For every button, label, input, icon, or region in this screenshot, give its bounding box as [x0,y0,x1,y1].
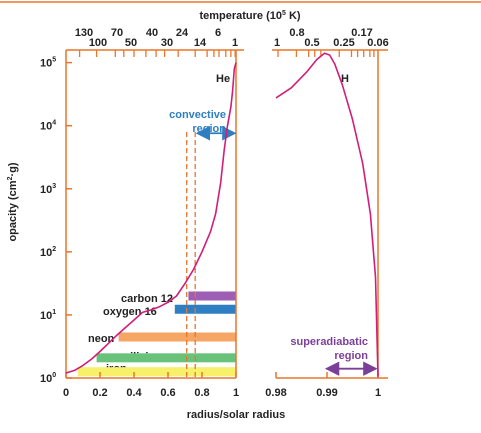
top-tick-label-right-lower-1: 0.5 [304,37,319,49]
top-tick-label-lower-1: 50 [125,37,137,49]
y-tick-label-3: 103 [40,183,56,196]
element-label-oxygen: oxygen 16 [103,306,157,318]
top-axis-title: temperature (105 K) [199,10,300,22]
y-tick-label-0: 100 [40,372,56,385]
top-tick-label-upper-4: 6 [215,27,221,39]
x-axis-title: radius/solar radius [187,409,285,421]
top-tick-label-right-lower-2: 0.25 [333,37,354,49]
x-tick-label-right-0: 0.98 [265,387,286,399]
y-tick-label-1: 101 [40,309,56,322]
opacity-curve-left [65,62,237,374]
y-tick-label-4: 104 [40,120,56,133]
x-tick-label-left-2: 0.4 [126,387,142,399]
superadiabatic-label-line2: region [334,350,368,362]
x-tick-label-left-5: 1 [233,387,239,399]
top-tick-label-lower-3: 14 [194,37,207,49]
convective-label-line1: convective [169,109,226,121]
top-tick-label-right-lower-0: 1 [274,37,280,49]
element-band-3 [96,353,236,363]
element-band-2 [118,332,236,342]
element-band-0 [188,291,236,301]
top-tick-label-right-upper-1: 0.17 [351,27,372,39]
top-tick-label-upper-0: 130 [75,27,93,39]
he-label: He [216,73,230,85]
x-tick-label-right-1: 0.99 [316,387,337,399]
h-label: H [341,73,349,85]
opacity-curve-right [275,52,379,377]
superadiabatic-label-line1: superadiabatic [290,336,368,348]
top-tick-label-lower-2: 30 [161,37,173,49]
element-band-1 [174,304,236,314]
element-label-neon: neon [88,333,115,345]
y-tick-label-2: 102 [40,246,56,259]
y-tick-label-5: 105 [40,57,56,70]
y-axis-title: opacity (cm2·g) [7,162,19,241]
element-band-4 [77,367,237,377]
x-tick-label-left-0: 0 [63,387,69,399]
element-label-carbon: carbon 12 [121,293,173,305]
top-tick-label-upper-3: 24 [176,27,189,39]
x-tick-label-left-4: 0.8 [194,387,209,399]
x-tick-label-right-2: 1 [375,387,381,399]
top-tick-label-right-lower-3: 0.06 [367,37,388,49]
x-tick-label-left-1: 0.2 [92,387,107,399]
top-tick-label-lower-4: 1 [232,37,238,49]
top-tick-label-upper-1: 70 [111,27,123,39]
top-tick-label-upper-2: 40 [146,27,158,39]
top-tick-label-right-upper-0: 0.8 [289,27,304,39]
plot-layer: 130 70 40 24 6 100 50 30 14 1 0.8 0.17 1 0.5 0.25 0.06 1… [40,27,389,399]
top-tick-label-lower-0: 100 [89,37,107,49]
x-tick-label-left-3: 0.6 [160,387,175,399]
